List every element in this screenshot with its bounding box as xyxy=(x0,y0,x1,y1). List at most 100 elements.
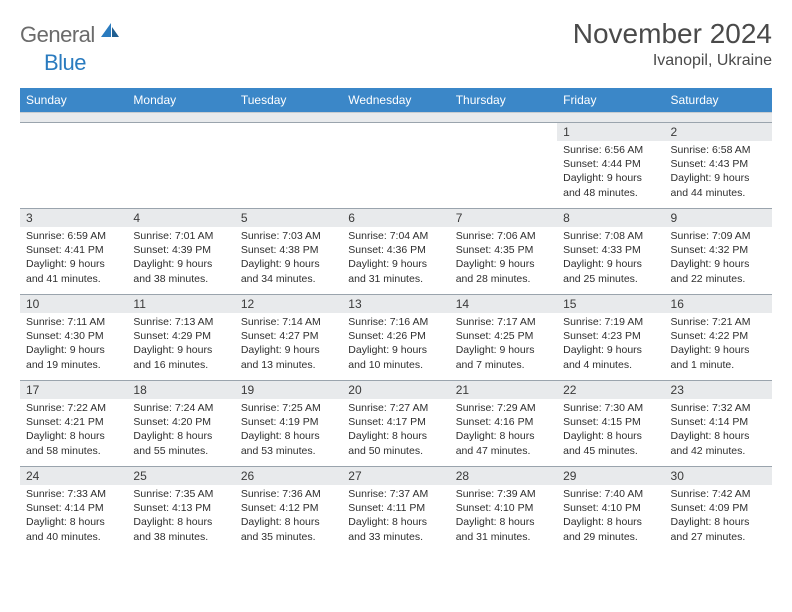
sunrise-text: Sunrise: 7:14 AM xyxy=(241,315,336,329)
daylight-text-1: Daylight: 9 hours xyxy=(563,343,658,357)
sunrise-text: Sunrise: 6:58 AM xyxy=(671,143,766,157)
day-number: 24 xyxy=(20,467,127,485)
daylight-text-2: and 38 minutes. xyxy=(133,272,228,286)
sunrise-text: Sunrise: 7:21 AM xyxy=(671,315,766,329)
calendar-day-cell: 4Sunrise: 7:01 AMSunset: 4:39 PMDaylight… xyxy=(127,209,234,295)
day-details: Sunrise: 7:14 AMSunset: 4:27 PMDaylight:… xyxy=(235,313,342,376)
day-number: 10 xyxy=(20,295,127,313)
day-number: 11 xyxy=(127,295,234,313)
sunset-text: Sunset: 4:09 PM xyxy=(671,501,766,515)
weekday-header: Monday xyxy=(127,88,234,113)
daylight-text-2: and 16 minutes. xyxy=(133,358,228,372)
day-number: 20 xyxy=(342,381,449,399)
calendar-body: 1Sunrise: 6:56 AMSunset: 4:44 PMDaylight… xyxy=(20,123,772,553)
calendar-day-cell: 18Sunrise: 7:24 AMSunset: 4:20 PMDayligh… xyxy=(127,381,234,467)
location-label: Ivanopil, Ukraine xyxy=(573,52,772,70)
daylight-text-2: and 38 minutes. xyxy=(133,530,228,544)
day-number: 12 xyxy=(235,295,342,313)
calendar-day-cell: 3Sunrise: 6:59 AMSunset: 4:41 PMDaylight… xyxy=(20,209,127,295)
calendar-day-cell: 9Sunrise: 7:09 AMSunset: 4:32 PMDaylight… xyxy=(665,209,772,295)
daylight-text-2: and 28 minutes. xyxy=(456,272,551,286)
day-details: Sunrise: 6:59 AMSunset: 4:41 PMDaylight:… xyxy=(20,227,127,290)
daylight-text-1: Daylight: 9 hours xyxy=(671,343,766,357)
sunset-text: Sunset: 4:35 PM xyxy=(456,243,551,257)
brand-sail-icon xyxy=(99,21,121,44)
daylight-text-2: and 31 minutes. xyxy=(348,272,443,286)
sunset-text: Sunset: 4:13 PM xyxy=(133,501,228,515)
day-details: Sunrise: 7:09 AMSunset: 4:32 PMDaylight:… xyxy=(665,227,772,290)
day-details: Sunrise: 7:40 AMSunset: 4:10 PMDaylight:… xyxy=(557,485,664,548)
daylight-text-1: Daylight: 9 hours xyxy=(26,257,121,271)
calendar-day-cell xyxy=(235,123,342,209)
day-number: 30 xyxy=(665,467,772,485)
day-number: 17 xyxy=(20,381,127,399)
calendar-day-cell: 22Sunrise: 7:30 AMSunset: 4:15 PMDayligh… xyxy=(557,381,664,467)
daylight-text-2: and 45 minutes. xyxy=(563,444,658,458)
day-details: Sunrise: 7:17 AMSunset: 4:25 PMDaylight:… xyxy=(450,313,557,376)
sunrise-text: Sunrise: 7:32 AM xyxy=(671,401,766,415)
daylight-text-2: and 47 minutes. xyxy=(456,444,551,458)
weekday-header: Sunday xyxy=(20,88,127,113)
calendar-day-cell: 27Sunrise: 7:37 AMSunset: 4:11 PMDayligh… xyxy=(342,467,449,553)
daylight-text-1: Daylight: 8 hours xyxy=(563,515,658,529)
calendar-day-cell: 6Sunrise: 7:04 AMSunset: 4:36 PMDaylight… xyxy=(342,209,449,295)
sunrise-text: Sunrise: 7:30 AM xyxy=(563,401,658,415)
day-number: 16 xyxy=(665,295,772,313)
sunrise-text: Sunrise: 7:36 AM xyxy=(241,487,336,501)
calendar-day-cell xyxy=(127,123,234,209)
calendar-day-cell: 11Sunrise: 7:13 AMSunset: 4:29 PMDayligh… xyxy=(127,295,234,381)
sunrise-text: Sunrise: 7:16 AM xyxy=(348,315,443,329)
calendar-day-cell: 25Sunrise: 7:35 AMSunset: 4:13 PMDayligh… xyxy=(127,467,234,553)
daylight-text-2: and 7 minutes. xyxy=(456,358,551,372)
day-details: Sunrise: 7:39 AMSunset: 4:10 PMDaylight:… xyxy=(450,485,557,548)
daylight-text-2: and 58 minutes. xyxy=(26,444,121,458)
calendar-day-cell: 21Sunrise: 7:29 AMSunset: 4:16 PMDayligh… xyxy=(450,381,557,467)
sunset-text: Sunset: 4:14 PM xyxy=(26,501,121,515)
day-details: Sunrise: 7:35 AMSunset: 4:13 PMDaylight:… xyxy=(127,485,234,548)
sunrise-text: Sunrise: 7:22 AM xyxy=(26,401,121,415)
sunset-text: Sunset: 4:19 PM xyxy=(241,415,336,429)
daylight-text-2: and 44 minutes. xyxy=(671,186,766,200)
daylight-text-2: and 22 minutes. xyxy=(671,272,766,286)
daylight-text-2: and 33 minutes. xyxy=(348,530,443,544)
daylight-text-2: and 34 minutes. xyxy=(241,272,336,286)
day-details: Sunrise: 7:13 AMSunset: 4:29 PMDaylight:… xyxy=(127,313,234,376)
sunset-text: Sunset: 4:21 PM xyxy=(26,415,121,429)
calendar-day-cell: 8Sunrise: 7:08 AMSunset: 4:33 PMDaylight… xyxy=(557,209,664,295)
daylight-text-2: and 48 minutes. xyxy=(563,186,658,200)
day-details: Sunrise: 7:29 AMSunset: 4:16 PMDaylight:… xyxy=(450,399,557,462)
daylight-text-2: and 41 minutes. xyxy=(26,272,121,286)
calendar-day-cell: 17Sunrise: 7:22 AMSunset: 4:21 PMDayligh… xyxy=(20,381,127,467)
daylight-text-1: Daylight: 9 hours xyxy=(133,343,228,357)
calendar-day-cell: 14Sunrise: 7:17 AMSunset: 4:25 PMDayligh… xyxy=(450,295,557,381)
sunset-text: Sunset: 4:27 PM xyxy=(241,329,336,343)
daylight-text-1: Daylight: 9 hours xyxy=(241,343,336,357)
calendar-day-cell: 24Sunrise: 7:33 AMSunset: 4:14 PMDayligh… xyxy=(20,467,127,553)
daylight-text-2: and 1 minute. xyxy=(671,358,766,372)
sunset-text: Sunset: 4:32 PM xyxy=(671,243,766,257)
brand-name-general: General xyxy=(20,22,95,48)
calendar-day-cell: 20Sunrise: 7:27 AMSunset: 4:17 PMDayligh… xyxy=(342,381,449,467)
day-details: Sunrise: 7:11 AMSunset: 4:30 PMDaylight:… xyxy=(20,313,127,376)
daylight-text-1: Daylight: 8 hours xyxy=(348,515,443,529)
day-number: 25 xyxy=(127,467,234,485)
sunrise-text: Sunrise: 7:39 AM xyxy=(456,487,551,501)
daylight-text-1: Daylight: 9 hours xyxy=(671,171,766,185)
sunset-text: Sunset: 4:39 PM xyxy=(133,243,228,257)
sunrise-text: Sunrise: 7:04 AM xyxy=(348,229,443,243)
daylight-text-1: Daylight: 9 hours xyxy=(348,343,443,357)
daylight-text-1: Daylight: 8 hours xyxy=(671,515,766,529)
day-number: 1 xyxy=(557,123,664,141)
calendar-day-cell: 2Sunrise: 6:58 AMSunset: 4:43 PMDaylight… xyxy=(665,123,772,209)
day-number: 3 xyxy=(20,209,127,227)
daylight-text-2: and 55 minutes. xyxy=(133,444,228,458)
sunset-text: Sunset: 4:38 PM xyxy=(241,243,336,257)
sunset-text: Sunset: 4:16 PM xyxy=(456,415,551,429)
daylight-text-1: Daylight: 8 hours xyxy=(241,429,336,443)
calendar-day-cell: 1Sunrise: 6:56 AMSunset: 4:44 PMDaylight… xyxy=(557,123,664,209)
daylight-text-1: Daylight: 9 hours xyxy=(26,343,121,357)
sunrise-text: Sunrise: 7:03 AM xyxy=(241,229,336,243)
day-number: 26 xyxy=(235,467,342,485)
sunset-text: Sunset: 4:22 PM xyxy=(671,329,766,343)
day-details: Sunrise: 7:42 AMSunset: 4:09 PMDaylight:… xyxy=(665,485,772,548)
